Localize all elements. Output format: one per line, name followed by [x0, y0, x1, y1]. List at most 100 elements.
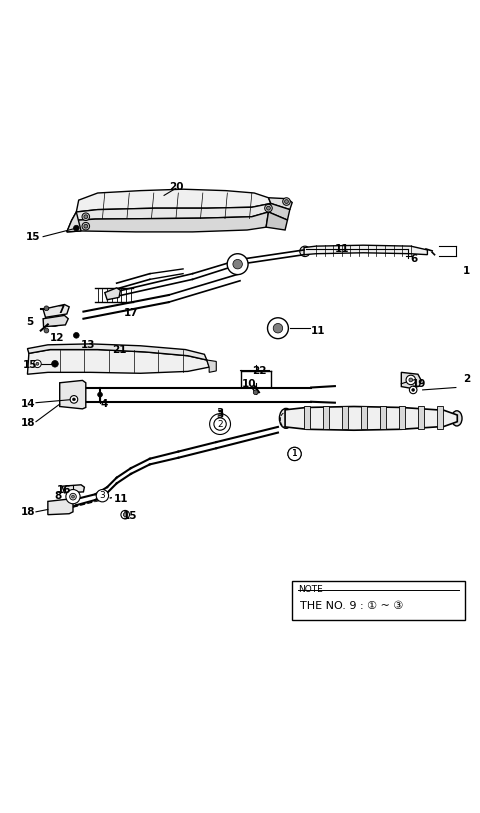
- Text: 19: 19: [412, 379, 426, 389]
- Polygon shape: [361, 406, 367, 429]
- Text: 14: 14: [21, 398, 35, 409]
- Circle shape: [73, 225, 79, 231]
- Polygon shape: [105, 288, 120, 300]
- Circle shape: [283, 198, 290, 206]
- Polygon shape: [380, 406, 386, 429]
- Text: 21: 21: [112, 345, 126, 354]
- Ellipse shape: [48, 318, 60, 326]
- Polygon shape: [43, 305, 69, 317]
- Circle shape: [227, 254, 248, 275]
- Text: 1: 1: [292, 450, 298, 459]
- Polygon shape: [266, 212, 288, 230]
- Circle shape: [210, 414, 230, 434]
- Text: 22: 22: [252, 366, 266, 376]
- Text: 8: 8: [55, 491, 62, 501]
- Circle shape: [96, 489, 108, 502]
- Ellipse shape: [279, 408, 293, 428]
- Polygon shape: [43, 315, 68, 327]
- Circle shape: [66, 489, 80, 504]
- Circle shape: [123, 513, 127, 516]
- Polygon shape: [76, 189, 271, 212]
- Circle shape: [409, 386, 417, 393]
- Text: 7: 7: [57, 305, 64, 315]
- Polygon shape: [207, 360, 216, 372]
- Polygon shape: [304, 406, 310, 429]
- Circle shape: [52, 360, 58, 367]
- Text: 4: 4: [100, 399, 108, 409]
- Text: 18: 18: [21, 418, 35, 428]
- Ellipse shape: [53, 502, 67, 513]
- Text: THE NO. 9 : ① ~ ③: THE NO. 9 : ① ~ ③: [300, 601, 404, 611]
- Text: 1: 1: [292, 450, 298, 459]
- Circle shape: [273, 324, 283, 333]
- Polygon shape: [48, 499, 73, 515]
- Circle shape: [73, 333, 79, 338]
- Text: 18: 18: [21, 506, 35, 517]
- Polygon shape: [285, 406, 457, 430]
- Circle shape: [82, 223, 90, 230]
- Circle shape: [36, 363, 39, 365]
- Polygon shape: [304, 246, 427, 254]
- Text: 11: 11: [335, 244, 349, 254]
- Ellipse shape: [216, 419, 224, 425]
- Polygon shape: [27, 344, 207, 360]
- Circle shape: [266, 207, 270, 210]
- Polygon shape: [399, 406, 405, 429]
- Polygon shape: [342, 406, 348, 429]
- Text: 11: 11: [114, 494, 129, 504]
- Text: 5: 5: [26, 317, 34, 327]
- Circle shape: [70, 396, 78, 403]
- Polygon shape: [27, 350, 209, 374]
- Polygon shape: [401, 372, 421, 389]
- Polygon shape: [268, 198, 292, 210]
- Text: 15: 15: [23, 359, 37, 370]
- Polygon shape: [72, 203, 271, 220]
- Polygon shape: [67, 212, 268, 232]
- Polygon shape: [268, 203, 290, 220]
- Polygon shape: [62, 485, 84, 493]
- Circle shape: [412, 389, 415, 391]
- Circle shape: [233, 259, 242, 269]
- Circle shape: [97, 392, 102, 397]
- Circle shape: [267, 318, 288, 339]
- Ellipse shape: [63, 383, 80, 406]
- Circle shape: [214, 418, 226, 430]
- Polygon shape: [67, 212, 81, 232]
- Text: 20: 20: [168, 182, 183, 192]
- Circle shape: [288, 447, 301, 461]
- Circle shape: [82, 213, 90, 220]
- Polygon shape: [60, 380, 86, 409]
- Circle shape: [84, 215, 88, 219]
- Circle shape: [285, 200, 288, 203]
- Circle shape: [264, 204, 272, 212]
- Text: 10: 10: [242, 379, 257, 389]
- Circle shape: [44, 306, 49, 311]
- Text: 6: 6: [411, 254, 418, 264]
- Circle shape: [44, 328, 49, 333]
- Polygon shape: [418, 406, 424, 429]
- FancyBboxPatch shape: [292, 581, 466, 620]
- Text: 2: 2: [463, 374, 470, 384]
- Text: 3: 3: [99, 491, 105, 500]
- Circle shape: [72, 495, 74, 498]
- Text: 3: 3: [216, 407, 224, 418]
- Ellipse shape: [300, 246, 310, 257]
- Circle shape: [288, 447, 301, 461]
- Circle shape: [406, 375, 416, 385]
- Circle shape: [72, 398, 75, 401]
- Text: 13: 13: [81, 340, 96, 350]
- Text: 1: 1: [463, 267, 470, 276]
- Circle shape: [409, 378, 413, 382]
- Text: 16: 16: [57, 485, 72, 494]
- Circle shape: [121, 511, 130, 519]
- Text: 3: 3: [216, 410, 224, 420]
- Text: 2: 2: [217, 420, 223, 428]
- Ellipse shape: [48, 307, 60, 316]
- Text: 12: 12: [50, 333, 64, 343]
- Circle shape: [253, 390, 258, 394]
- Text: 15: 15: [123, 511, 137, 520]
- Text: 17: 17: [124, 307, 138, 318]
- Text: 11: 11: [311, 325, 325, 336]
- Text: 15: 15: [26, 232, 41, 241]
- Circle shape: [84, 224, 88, 228]
